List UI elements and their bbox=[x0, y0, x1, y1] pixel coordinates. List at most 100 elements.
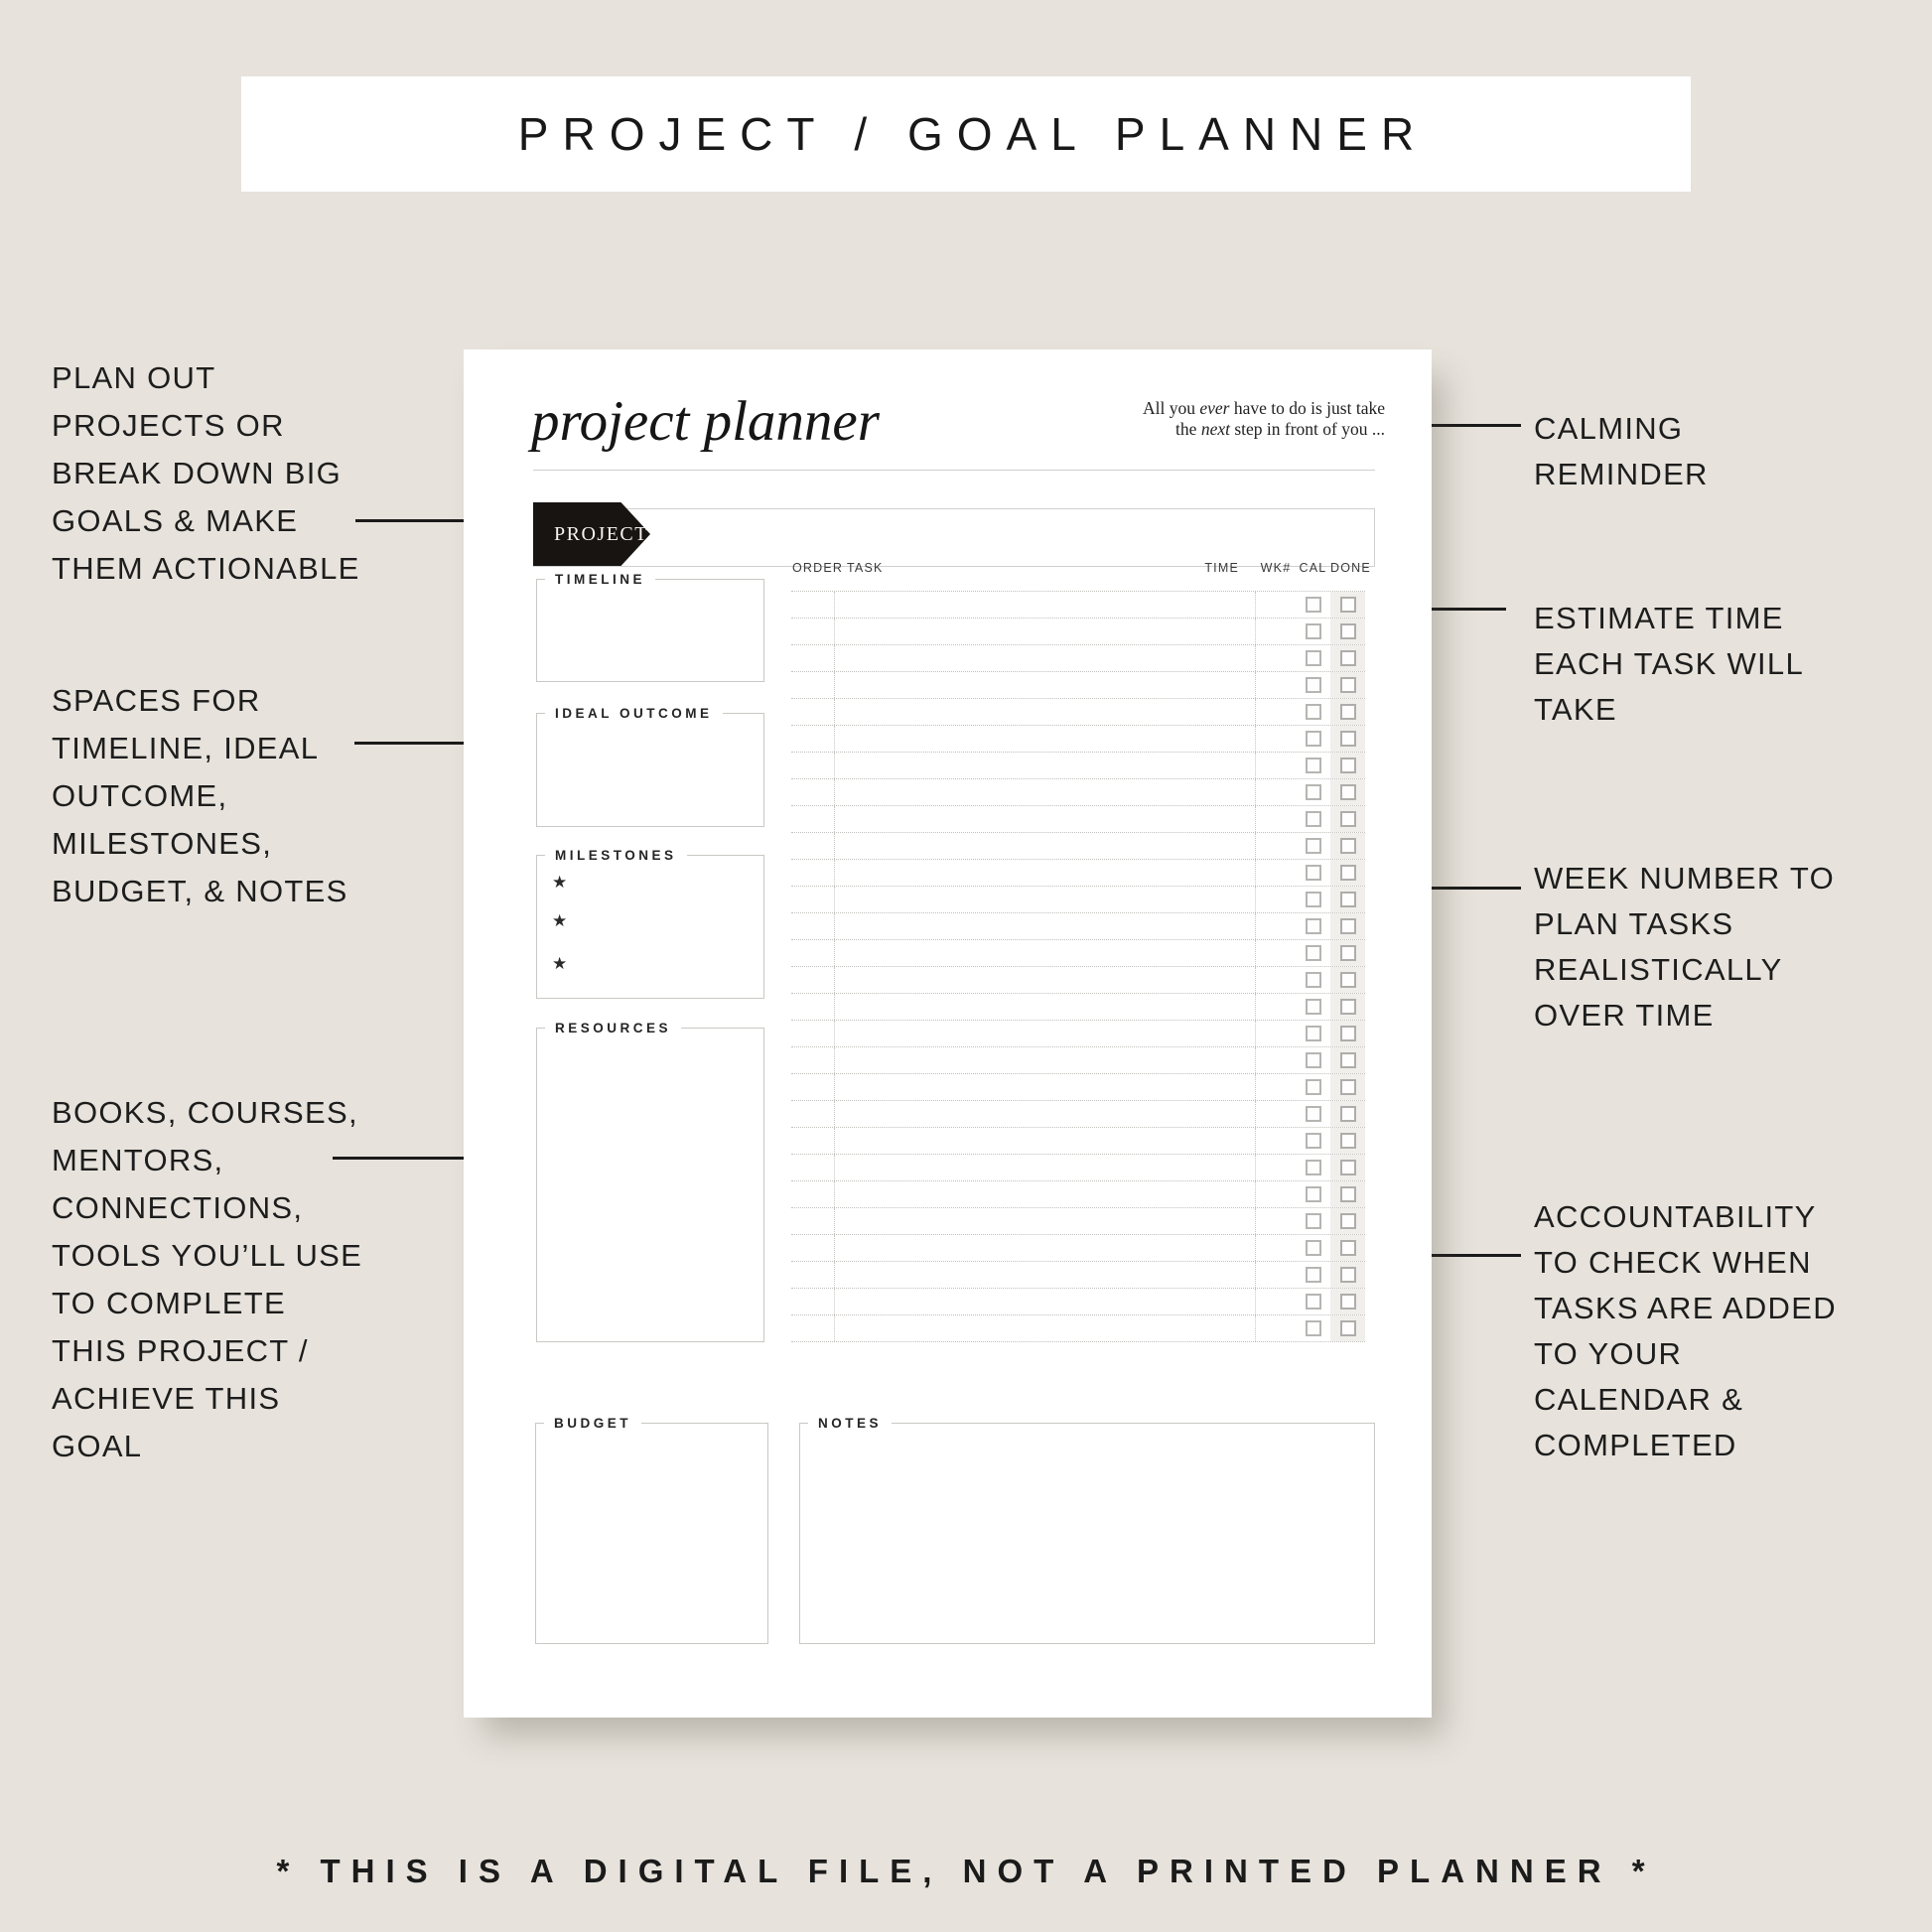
task-cell[interactable] bbox=[835, 1181, 1256, 1207]
order-cell[interactable] bbox=[791, 1155, 835, 1180]
week-number-cell[interactable] bbox=[1256, 1047, 1296, 1073]
order-cell[interactable] bbox=[791, 1021, 835, 1046]
done-checkbox-cell[interactable] bbox=[1330, 726, 1365, 752]
done-checkbox[interactable] bbox=[1339, 972, 1356, 988]
done-checkbox-cell[interactable] bbox=[1330, 592, 1365, 618]
done-checkbox[interactable] bbox=[1339, 999, 1356, 1015]
order-cell[interactable] bbox=[791, 1074, 835, 1100]
cal-checkbox[interactable] bbox=[1305, 597, 1321, 613]
done-checkbox[interactable] bbox=[1339, 918, 1356, 934]
task-cell[interactable] bbox=[835, 726, 1256, 752]
week-number-cell[interactable] bbox=[1256, 645, 1296, 671]
week-number-cell[interactable] bbox=[1256, 1155, 1296, 1180]
cal-checkbox-cell[interactable] bbox=[1296, 753, 1330, 778]
done-checkbox[interactable] bbox=[1339, 892, 1356, 907]
cal-checkbox[interactable] bbox=[1305, 1240, 1321, 1256]
done-checkbox-cell[interactable] bbox=[1330, 887, 1365, 912]
cal-checkbox-cell[interactable] bbox=[1296, 806, 1330, 832]
order-cell[interactable] bbox=[791, 726, 835, 752]
week-number-cell[interactable] bbox=[1256, 1208, 1296, 1234]
week-number-cell[interactable] bbox=[1256, 860, 1296, 886]
done-checkbox[interactable] bbox=[1339, 1106, 1356, 1122]
week-number-cell[interactable] bbox=[1256, 994, 1296, 1020]
cal-checkbox-cell[interactable] bbox=[1296, 860, 1330, 886]
order-cell[interactable] bbox=[791, 860, 835, 886]
cal-checkbox-cell[interactable] bbox=[1296, 1262, 1330, 1288]
cal-checkbox-cell[interactable] bbox=[1296, 887, 1330, 912]
task-cell[interactable] bbox=[835, 645, 1256, 671]
order-cell[interactable] bbox=[791, 672, 835, 698]
order-cell[interactable] bbox=[791, 1101, 835, 1127]
order-cell[interactable] bbox=[791, 699, 835, 725]
cal-checkbox-cell[interactable] bbox=[1296, 1155, 1330, 1180]
cal-checkbox-cell[interactable] bbox=[1296, 1315, 1330, 1341]
cal-checkbox-cell[interactable] bbox=[1296, 699, 1330, 725]
task-cell[interactable] bbox=[835, 1289, 1256, 1314]
order-cell[interactable] bbox=[791, 753, 835, 778]
week-number-cell[interactable] bbox=[1256, 672, 1296, 698]
cal-checkbox-cell[interactable] bbox=[1296, 1128, 1330, 1154]
done-checkbox[interactable] bbox=[1339, 1294, 1356, 1310]
task-cell[interactable] bbox=[835, 592, 1256, 618]
done-checkbox-cell[interactable] bbox=[1330, 619, 1365, 644]
cal-checkbox[interactable] bbox=[1305, 918, 1321, 934]
done-checkbox[interactable] bbox=[1339, 1026, 1356, 1041]
cal-checkbox[interactable] bbox=[1305, 1160, 1321, 1175]
week-number-cell[interactable] bbox=[1256, 806, 1296, 832]
cal-checkbox-cell[interactable] bbox=[1296, 833, 1330, 859]
done-checkbox-cell[interactable] bbox=[1330, 672, 1365, 698]
cal-checkbox-cell[interactable] bbox=[1296, 967, 1330, 993]
cal-checkbox[interactable] bbox=[1305, 1213, 1321, 1229]
ideal-outcome-box[interactable]: IDEAL OUTCOME bbox=[536, 704, 764, 827]
week-number-cell[interactable] bbox=[1256, 726, 1296, 752]
week-number-cell[interactable] bbox=[1256, 1128, 1296, 1154]
task-cell[interactable] bbox=[835, 619, 1256, 644]
cal-checkbox-cell[interactable] bbox=[1296, 1021, 1330, 1046]
order-cell[interactable] bbox=[791, 967, 835, 993]
order-cell[interactable] bbox=[791, 1262, 835, 1288]
week-number-cell[interactable] bbox=[1256, 967, 1296, 993]
task-cell[interactable] bbox=[835, 1101, 1256, 1127]
cal-checkbox-cell[interactable] bbox=[1296, 619, 1330, 644]
cal-checkbox-cell[interactable] bbox=[1296, 1074, 1330, 1100]
task-cell[interactable] bbox=[835, 1021, 1256, 1046]
task-cell[interactable] bbox=[835, 1315, 1256, 1341]
resources-box[interactable]: RESOURCES bbox=[536, 1019, 764, 1342]
task-cell[interactable] bbox=[835, 699, 1256, 725]
cal-checkbox-cell[interactable] bbox=[1296, 913, 1330, 939]
week-number-cell[interactable] bbox=[1256, 753, 1296, 778]
done-checkbox[interactable] bbox=[1339, 1186, 1356, 1202]
week-number-cell[interactable] bbox=[1256, 1289, 1296, 1314]
order-cell[interactable] bbox=[791, 994, 835, 1020]
order-cell[interactable] bbox=[791, 913, 835, 939]
order-cell[interactable] bbox=[791, 619, 835, 644]
cal-checkbox[interactable] bbox=[1305, 1026, 1321, 1041]
task-cell[interactable] bbox=[835, 887, 1256, 912]
week-number-cell[interactable] bbox=[1256, 913, 1296, 939]
cal-checkbox[interactable] bbox=[1305, 1320, 1321, 1336]
cal-checkbox[interactable] bbox=[1305, 1267, 1321, 1283]
cal-checkbox[interactable] bbox=[1305, 784, 1321, 800]
done-checkbox[interactable] bbox=[1339, 650, 1356, 666]
order-cell[interactable] bbox=[791, 833, 835, 859]
order-cell[interactable] bbox=[791, 779, 835, 805]
done-checkbox-cell[interactable] bbox=[1330, 833, 1365, 859]
done-checkbox[interactable] bbox=[1339, 865, 1356, 881]
order-cell[interactable] bbox=[791, 1235, 835, 1261]
week-number-cell[interactable] bbox=[1256, 779, 1296, 805]
cal-checkbox[interactable] bbox=[1305, 1079, 1321, 1095]
done-checkbox[interactable] bbox=[1339, 838, 1356, 854]
done-checkbox-cell[interactable] bbox=[1330, 1155, 1365, 1180]
order-cell[interactable] bbox=[791, 1315, 835, 1341]
done-checkbox[interactable] bbox=[1339, 1320, 1356, 1336]
task-cell[interactable] bbox=[835, 672, 1256, 698]
done-checkbox[interactable] bbox=[1339, 1052, 1356, 1068]
week-number-cell[interactable] bbox=[1256, 1262, 1296, 1288]
done-checkbox-cell[interactable] bbox=[1330, 699, 1365, 725]
done-checkbox-cell[interactable] bbox=[1330, 913, 1365, 939]
order-cell[interactable] bbox=[791, 1181, 835, 1207]
cal-checkbox-cell[interactable] bbox=[1296, 1181, 1330, 1207]
week-number-cell[interactable] bbox=[1256, 1315, 1296, 1341]
done-checkbox[interactable] bbox=[1339, 1079, 1356, 1095]
week-number-cell[interactable] bbox=[1256, 1235, 1296, 1261]
